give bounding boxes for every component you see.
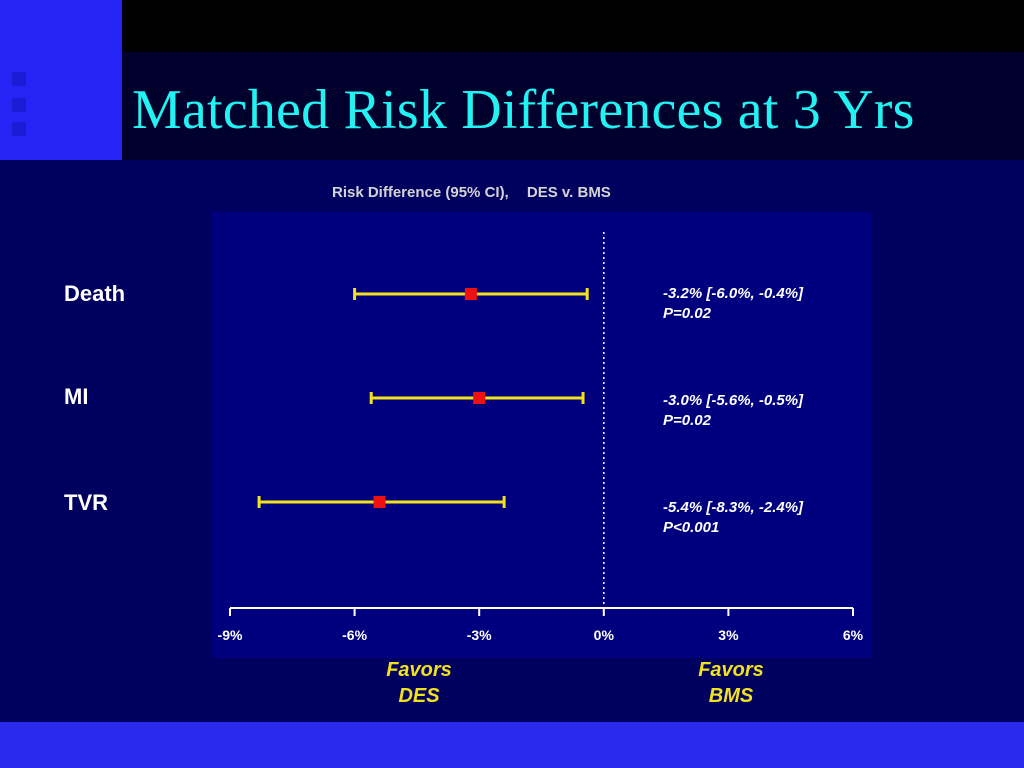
x-tick-label: 0% [594,627,615,643]
left-accent-strip [0,0,122,160]
slide-title: Matched Risk Differences at 3 Yrs [132,79,915,141]
accent-mark [12,98,26,112]
favors-des-line1: Favors [386,659,452,681]
accent-mark [12,72,26,86]
accent-mark [12,122,26,136]
title-band-inner [122,52,1024,160]
stat-ci-tvr: -5.4% [-8.3%, -2.4%] [663,499,804,516]
stat-p-mi: P=0.02 [663,412,711,429]
chart-title-part: Risk Difference (95% CI), [332,184,509,201]
x-tick-label: -6% [342,627,367,643]
chart-title: Risk Difference (95% CI), DES v. BMS [332,184,611,201]
x-tick-label: -3% [467,627,492,643]
favors-bms-line1: Favors [698,659,764,681]
stat-p-tvr: P<0.001 [663,519,720,536]
row-label-death: Death [64,281,126,306]
stat-ci-mi: -3.0% [-5.6%, -0.5%] [663,392,804,409]
plot-area [212,212,872,658]
favors-bms-label: Favors BMS [651,657,811,709]
row-label-mi: MI [64,384,89,409]
x-tick-label: 3% [718,627,739,643]
favors-bms-line2: BMS [708,685,754,707]
favors-des-label: Favors DES [339,657,499,709]
stat-p-death: P=0.02 [663,305,711,322]
stat-ci-death: -3.2% [-6.0%, -0.4%] [663,285,804,302]
favors-des-line2: DES [398,685,440,707]
point-estimate [373,496,386,508]
x-tick-label: 6% [843,627,864,643]
row-label-tvr: TVR [64,490,108,515]
title-band [122,0,1024,160]
bottom-bar [0,722,1024,768]
point-estimate [464,288,477,300]
point-estimate [473,392,486,404]
x-tick-label: -9% [218,627,243,643]
chart-title-part: DES v. BMS [526,184,611,201]
